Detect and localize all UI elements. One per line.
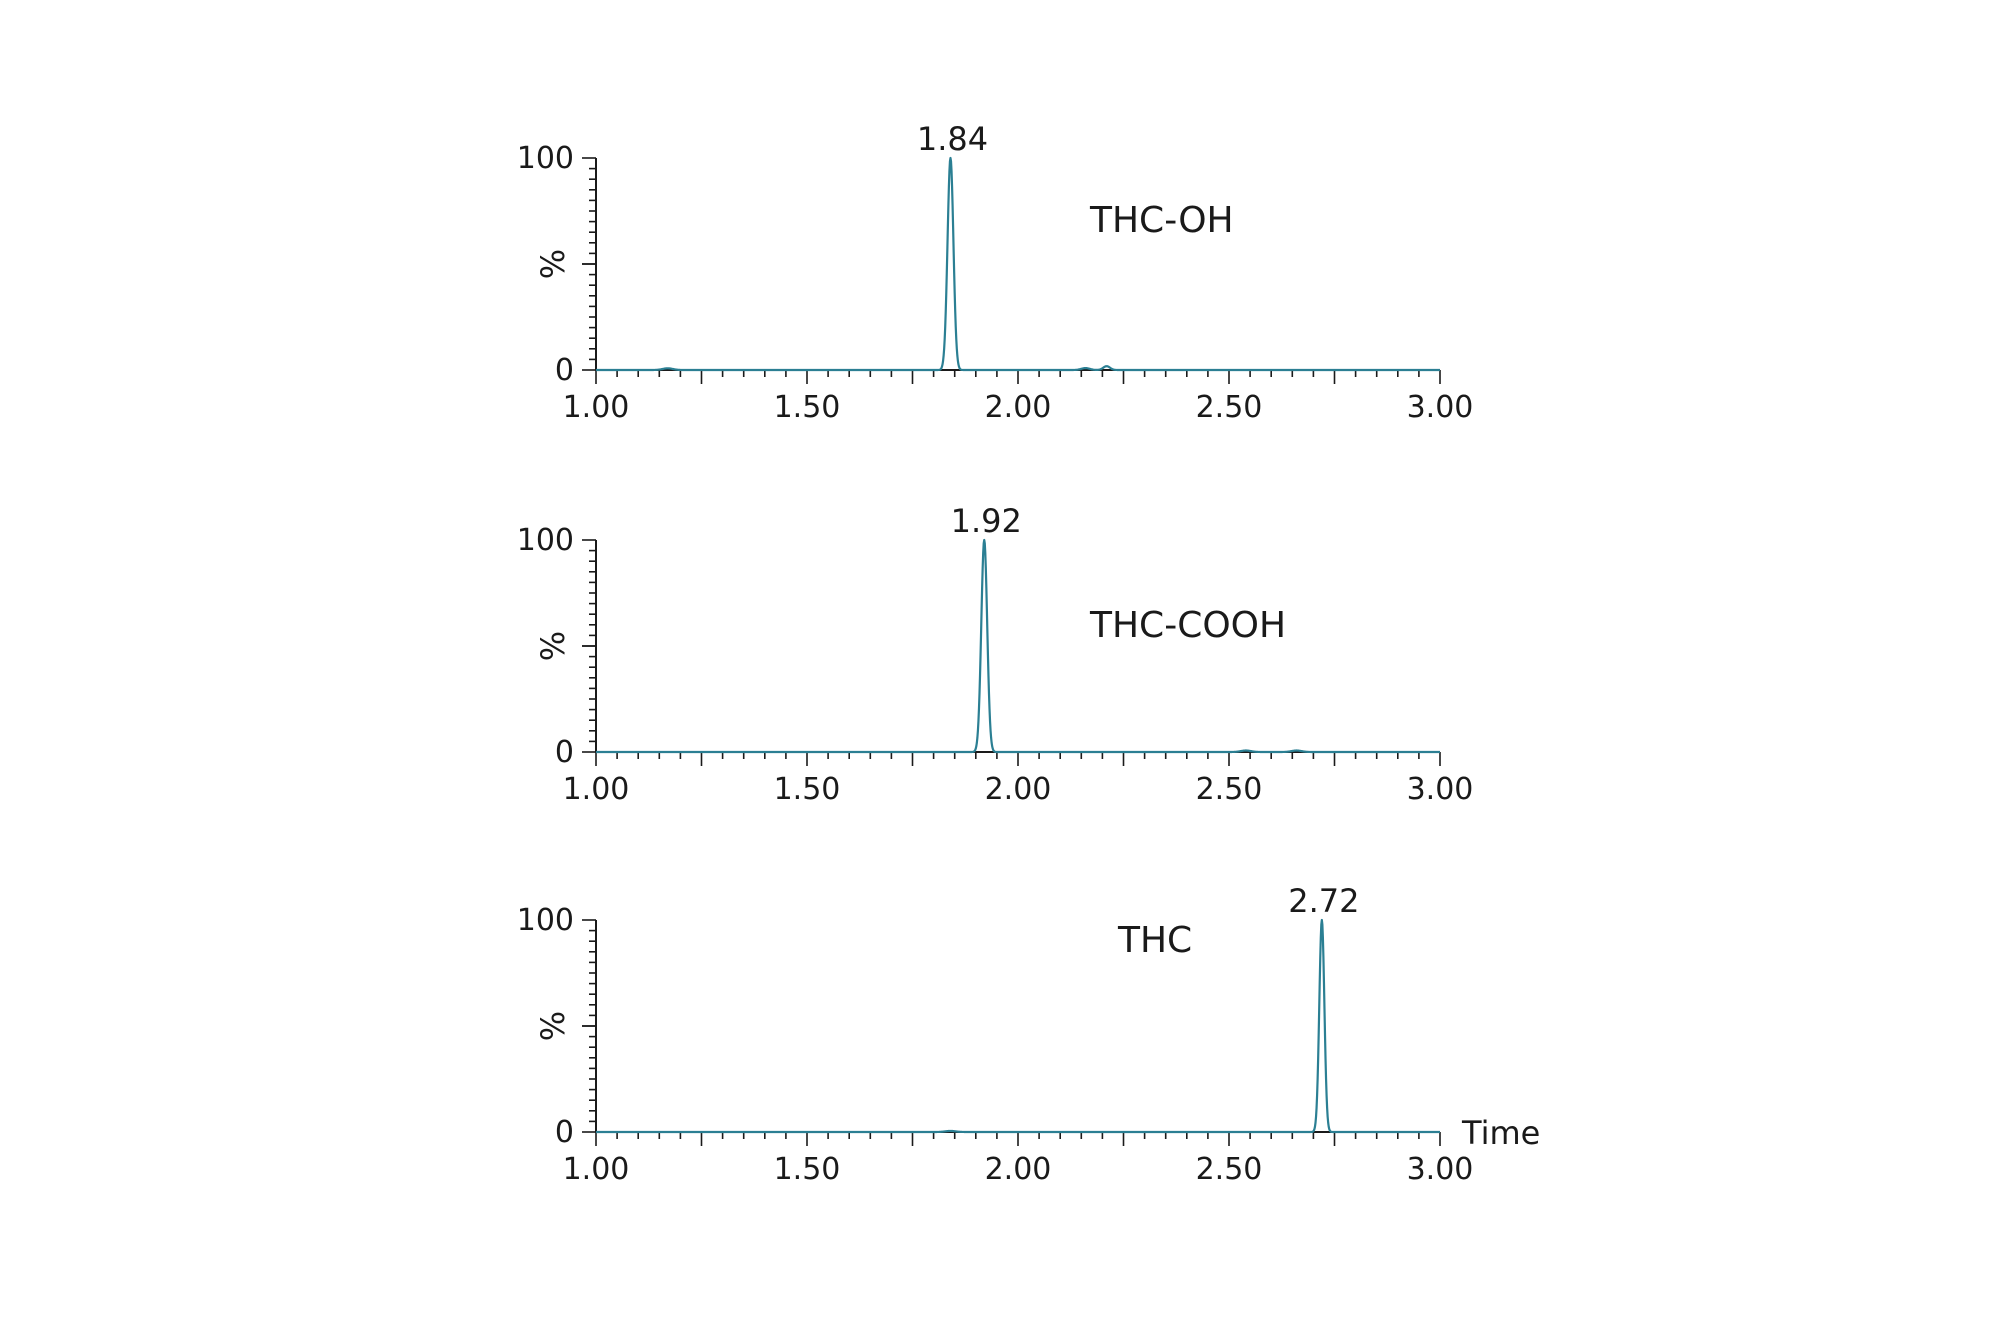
y-tick-label: 0	[555, 1115, 574, 1150]
compound-label: THC	[1117, 920, 1192, 961]
y-axis-title: %	[534, 249, 572, 279]
chromatogram-trace	[595, 538, 1441, 754]
peak-retention-label: 1.84	[917, 120, 988, 158]
y-tick-label: 100	[517, 141, 574, 176]
y-tick-label: 100	[517, 903, 574, 938]
y-axis-title: %	[534, 1011, 572, 1041]
x-tick-label: 1.00	[563, 772, 630, 807]
chart-panel-3: 1.00 1.50 2.00 2.50 3.00 0 100% Time 2.72 THC	[517, 882, 1541, 1187]
x-tick-label: 3.00	[1407, 1152, 1474, 1187]
y-tick-label: 0	[555, 735, 574, 770]
peak-retention-label: 1.92	[951, 502, 1022, 540]
chart-panel-2: 1.00 1.50 2.00 2.50 3.00 0 100% 1.92 THC-COOH	[517, 502, 1474, 807]
chromatogram-trace	[595, 156, 1441, 372]
x-tick-label: 2.50	[1196, 772, 1263, 807]
x-tick-label: 1.50	[774, 390, 841, 425]
x-tick-label: 3.00	[1407, 390, 1474, 425]
x-tick-label: 3.00	[1407, 772, 1474, 807]
x-tick-label: 2.00	[985, 772, 1052, 807]
y-tick-label: 100	[517, 523, 574, 558]
x-tick-label: 1.00	[563, 1152, 630, 1187]
x-axis-title: Time	[1461, 1114, 1540, 1152]
x-tick-label: 2.00	[985, 390, 1052, 425]
x-tick-label: 2.50	[1196, 390, 1263, 425]
y-axis-title: %	[534, 631, 572, 661]
compound-label: THC-COOH	[1089, 605, 1286, 646]
peak-retention-label: 2.72	[1288, 882, 1359, 920]
x-tick-label: 1.00	[563, 390, 630, 425]
compound-label: THC-OH	[1089, 200, 1234, 241]
y-tick-label: 0	[555, 353, 574, 388]
x-tick-label: 2.50	[1196, 1152, 1263, 1187]
chromatogram-trace	[595, 918, 1441, 1134]
x-tick-label: 1.50	[774, 1152, 841, 1187]
x-tick-label: 2.00	[985, 1152, 1052, 1187]
x-tick-label: 1.50	[774, 772, 841, 807]
chart-panel-1: 1.00 1.50 2.00 2.50 3.00 0 100% 1.84 THC-OH	[517, 120, 1474, 425]
